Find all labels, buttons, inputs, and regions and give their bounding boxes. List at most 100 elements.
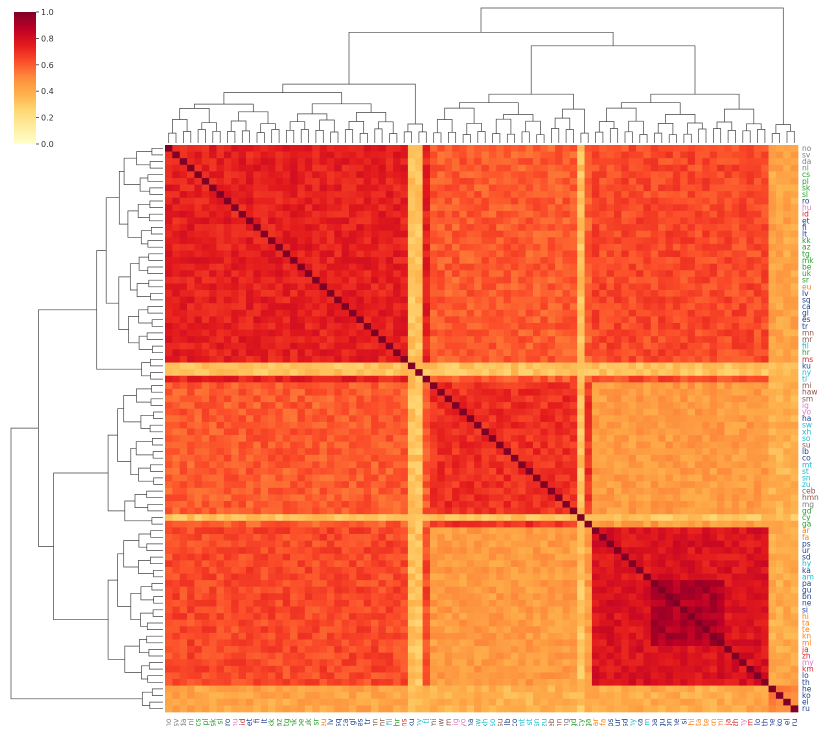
heatmap-cell bbox=[231, 330, 239, 337]
heatmap-cell bbox=[732, 270, 740, 277]
heatmap-cell bbox=[732, 244, 740, 251]
heatmap-cell bbox=[783, 323, 791, 330]
heatmap-cell bbox=[459, 283, 467, 290]
heatmap-cell bbox=[496, 382, 504, 389]
heatmap-cell bbox=[754, 376, 762, 383]
heatmap-cell bbox=[217, 303, 225, 310]
heatmap-cell bbox=[614, 494, 622, 501]
heatmap-cell bbox=[356, 257, 364, 264]
dendrogram-link bbox=[640, 135, 647, 144]
heatmap-cell bbox=[732, 231, 740, 238]
heatmap-cell bbox=[312, 198, 320, 205]
heatmap-cell bbox=[769, 435, 777, 442]
heatmap-cell bbox=[599, 244, 607, 251]
heatmap-cell bbox=[636, 303, 644, 310]
heatmap-cell bbox=[607, 198, 615, 205]
heatmap-cell bbox=[776, 257, 784, 264]
heatmap-cell bbox=[621, 494, 629, 501]
heatmap-cell bbox=[496, 343, 504, 350]
heatmap-cell bbox=[386, 461, 394, 468]
heatmap-cell bbox=[643, 448, 651, 455]
heatmap-cell bbox=[437, 336, 445, 343]
heatmap-cell bbox=[702, 481, 710, 488]
heatmap-cell bbox=[739, 290, 747, 297]
heatmap-cell bbox=[187, 442, 195, 449]
heatmap-cell bbox=[724, 429, 732, 436]
heatmap-cell bbox=[732, 224, 740, 231]
heatmap-cell bbox=[452, 165, 460, 172]
heatmap-cell bbox=[511, 396, 519, 403]
heatmap-cell bbox=[283, 494, 291, 501]
heatmap-cell bbox=[702, 435, 710, 442]
heatmap-cell bbox=[570, 257, 578, 264]
heatmap-cell bbox=[386, 277, 394, 284]
heatmap-cell bbox=[423, 323, 431, 330]
heatmap-cell bbox=[592, 442, 600, 449]
heatmap-cell bbox=[783, 343, 791, 350]
heatmap-cell bbox=[658, 356, 666, 363]
heatmap-cell bbox=[577, 264, 585, 271]
heatmap-cell bbox=[312, 343, 320, 350]
heatmap-cell bbox=[540, 508, 548, 515]
heatmap-cell bbox=[710, 448, 718, 455]
heatmap-cell bbox=[555, 191, 563, 198]
heatmap-cell bbox=[231, 402, 239, 409]
heatmap-cell bbox=[710, 283, 718, 290]
heatmap-cell bbox=[327, 475, 335, 482]
heatmap-cell bbox=[754, 250, 762, 257]
heatmap-cell bbox=[305, 369, 313, 376]
heatmap-cell bbox=[526, 508, 534, 515]
heatmap-cell bbox=[283, 297, 291, 304]
heatmap-cell bbox=[334, 356, 342, 363]
heatmap-cell bbox=[467, 158, 475, 165]
heatmap-cell bbox=[710, 442, 718, 449]
heatmap-cell bbox=[305, 198, 313, 205]
heatmap-cell bbox=[489, 349, 497, 356]
heatmap-cell bbox=[614, 448, 622, 455]
heatmap-cell bbox=[526, 323, 534, 330]
heatmap-cell bbox=[312, 185, 320, 192]
heatmap-cell bbox=[651, 481, 659, 488]
heatmap-cell bbox=[511, 455, 519, 462]
heatmap-cell bbox=[710, 250, 718, 257]
heatmap-cell bbox=[496, 422, 504, 429]
heatmap-cell bbox=[688, 481, 696, 488]
heatmap-cell bbox=[504, 152, 512, 159]
heatmap-cell bbox=[555, 283, 563, 290]
dendrogram-link bbox=[152, 583, 163, 590]
heatmap-cell bbox=[320, 389, 328, 396]
heatmap-cell bbox=[710, 396, 718, 403]
heatmap-cell bbox=[555, 244, 563, 251]
heatmap-cell bbox=[739, 171, 747, 178]
heatmap-cell bbox=[695, 382, 703, 389]
heatmap-cell bbox=[290, 468, 298, 475]
heatmap-cell bbox=[526, 356, 534, 363]
heatmap-cell bbox=[165, 330, 173, 337]
heatmap-cell bbox=[172, 382, 180, 389]
heatmap-cell bbox=[776, 191, 784, 198]
heatmap-cell bbox=[585, 330, 593, 337]
heatmap-cell bbox=[239, 303, 247, 310]
heatmap-cell bbox=[695, 442, 703, 449]
dendrogram-link bbox=[360, 133, 367, 143]
heatmap-cell bbox=[305, 152, 313, 159]
heatmap-cell bbox=[710, 178, 718, 185]
heatmap-cell bbox=[320, 349, 328, 356]
heatmap-cell bbox=[754, 501, 762, 508]
heatmap-cell bbox=[482, 145, 490, 152]
heatmap-cell bbox=[180, 349, 188, 356]
heatmap-cell bbox=[783, 303, 791, 310]
heatmap-cell bbox=[239, 349, 247, 356]
heatmap-cell bbox=[364, 198, 372, 205]
heatmap-cell bbox=[518, 369, 526, 376]
heatmap-cell bbox=[548, 369, 556, 376]
heatmap-cell bbox=[791, 171, 799, 178]
heatmap-cell bbox=[474, 264, 482, 271]
heatmap-cell bbox=[165, 264, 173, 271]
heatmap-cell bbox=[467, 442, 475, 449]
heatmap-cell bbox=[504, 369, 512, 376]
heatmap-cell bbox=[769, 264, 777, 271]
heatmap-cell bbox=[209, 501, 217, 508]
heatmap-cell bbox=[769, 330, 777, 337]
heatmap-cell bbox=[217, 349, 225, 356]
